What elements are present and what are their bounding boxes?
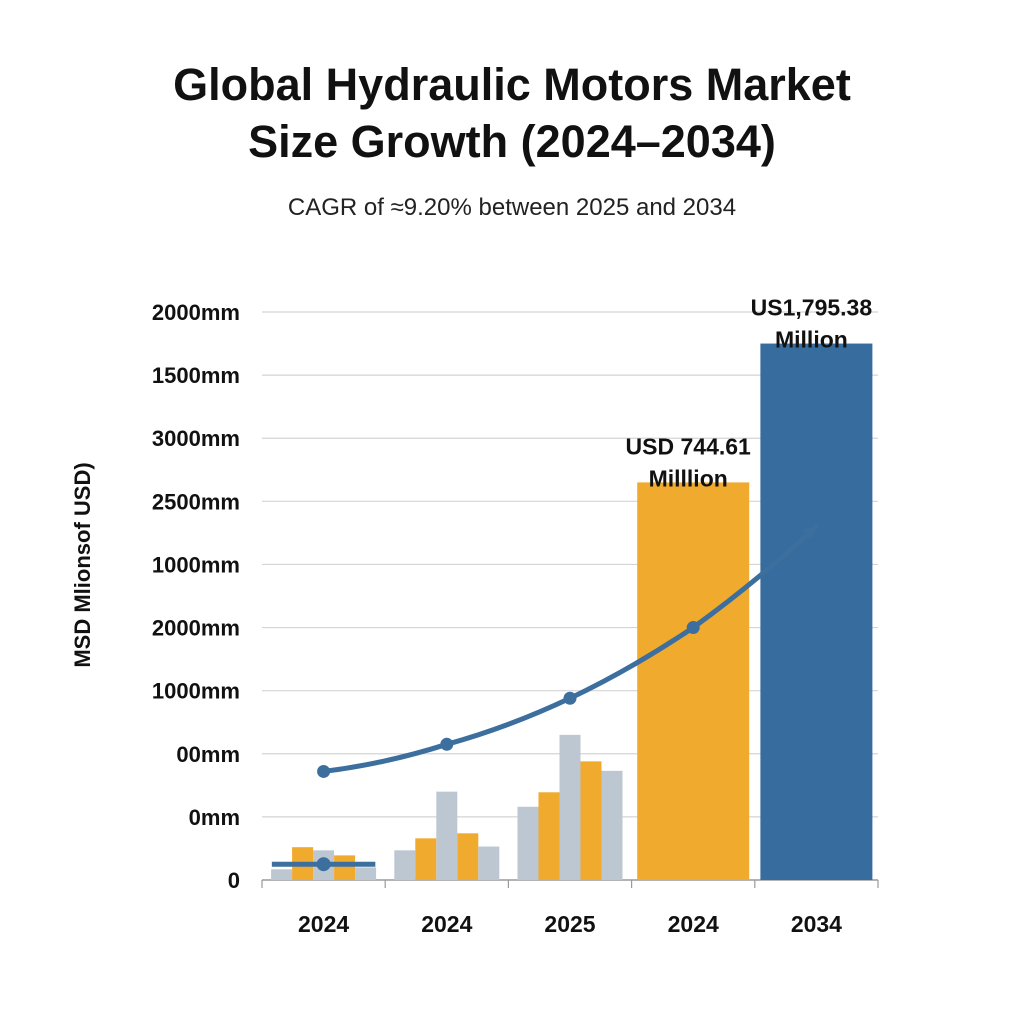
y-tick-label: 1000mm bbox=[152, 679, 240, 704]
data-label: US1,795.38 bbox=[751, 295, 873, 321]
bar bbox=[478, 846, 500, 880]
x-axis-ticks: 2024 2024 2025 2024 2034 bbox=[261, 880, 879, 937]
trend-point bbox=[440, 737, 454, 751]
bar bbox=[580, 761, 602, 880]
trend-point bbox=[317, 764, 331, 778]
baseline-point bbox=[316, 857, 331, 872]
y-axis-label: MSD Mlionsof USD) bbox=[70, 462, 95, 667]
bar bbox=[436, 791, 458, 880]
y-tick-label: 1000mm bbox=[152, 552, 240, 577]
y-tick-label: 3000mm bbox=[152, 426, 240, 451]
x-tick-label: 2024 bbox=[421, 911, 472, 937]
data-labels: USD 744.61 Milllion US1,795.38 Million bbox=[626, 295, 873, 492]
x-tick-label: 2024 bbox=[668, 911, 719, 937]
bar bbox=[457, 833, 479, 880]
chart-title-line-2: Size Growth (2024–2034) bbox=[248, 116, 776, 167]
y-tick-label: 0 bbox=[228, 868, 240, 893]
y-axis-ticks: 00mm00mm1000mm2000mm1000mm2500mm3000mm15… bbox=[152, 300, 240, 893]
trend-point bbox=[686, 621, 700, 635]
y-tick-label: 2000mm bbox=[152, 616, 240, 641]
bar bbox=[637, 482, 750, 880]
y-tick-label: 2500mm bbox=[152, 489, 240, 514]
chart-title-line-1: Global Hydraulic Motors Market bbox=[173, 59, 851, 110]
bar bbox=[538, 792, 560, 880]
bar bbox=[559, 734, 581, 880]
data-label: USD 744.61 bbox=[626, 433, 752, 459]
bar bbox=[760, 343, 873, 880]
data-label: Milllion bbox=[649, 465, 728, 491]
trend-arrowhead bbox=[802, 526, 817, 540]
trend-point bbox=[563, 691, 577, 705]
x-tick-label: 2025 bbox=[544, 911, 595, 937]
trend-line-group bbox=[271, 524, 819, 872]
bar bbox=[394, 850, 416, 880]
y-tick-label: 1500mm bbox=[152, 363, 240, 388]
data-label: Million bbox=[775, 327, 848, 353]
bar bbox=[271, 869, 293, 880]
bar bbox=[415, 838, 437, 880]
bar bbox=[601, 770, 623, 880]
bars bbox=[271, 343, 873, 880]
y-tick-label: 2000mm bbox=[152, 300, 240, 325]
bar bbox=[334, 855, 356, 880]
bar bbox=[355, 867, 377, 880]
y-tick-label: 00mm bbox=[176, 742, 240, 767]
bar bbox=[517, 806, 539, 880]
y-tick-label: 0mm bbox=[189, 805, 240, 830]
chart-subtitle: CAGR of ≈9.20% between 2025 and 2034 bbox=[287, 194, 737, 221]
x-tick-label: 2024 bbox=[298, 911, 349, 937]
x-tick-label: 2034 bbox=[791, 911, 842, 937]
